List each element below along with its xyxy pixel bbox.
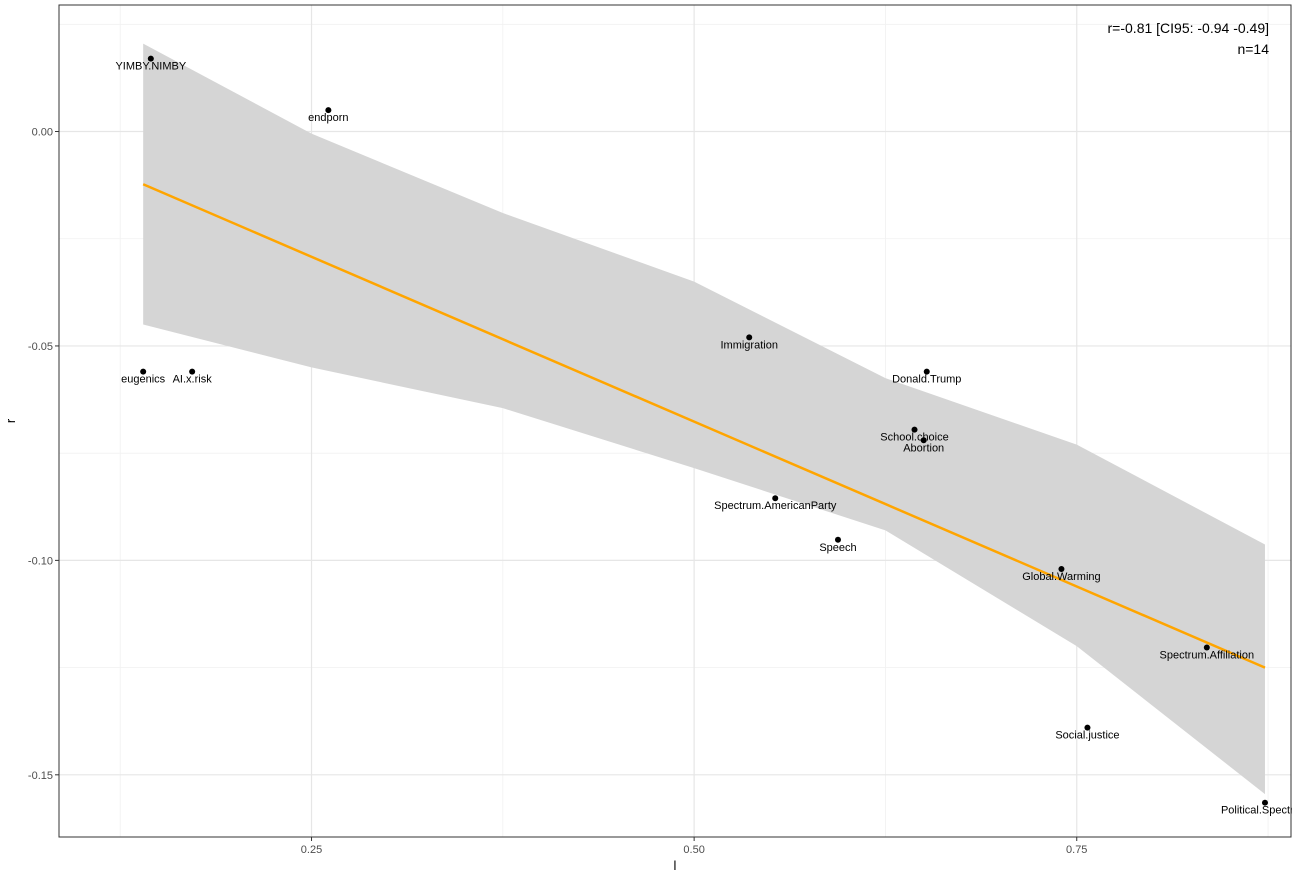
- point-label: endporn: [308, 112, 348, 124]
- data-point: [1058, 565, 1065, 572]
- confidence-band-layer: [143, 43, 1265, 795]
- axes-layer: 0.25 0.50 0.75 0.00 -0.05 -0.10 -0.15: [28, 127, 1088, 856]
- data-point: [920, 437, 927, 444]
- y-axis-title: r: [3, 418, 18, 423]
- confidence-band: [143, 43, 1265, 795]
- point-label: Global.Warming: [1022, 571, 1100, 583]
- x-tick-label: 0.75: [1066, 844, 1087, 856]
- y-tick-label: -0.10: [28, 555, 53, 567]
- x-tick-label: 0.25: [301, 844, 322, 856]
- annotation-n: n=14: [1237, 41, 1269, 57]
- data-point: [189, 368, 196, 375]
- panel-border: [58, 4, 1292, 838]
- y-tick-label: -0.05: [28, 341, 53, 353]
- data-point: [147, 55, 154, 62]
- y-tick-label: 0.00: [32, 127, 53, 139]
- fit-line-layer: [142, 183, 1266, 669]
- annotation-correlation: r=-0.81 [CI95: -0.94 -0.49]: [1108, 20, 1269, 36]
- points-layer: [140, 55, 1268, 806]
- point-label: AI.x.risk: [173, 374, 213, 386]
- data-point: [1084, 724, 1091, 731]
- data-point: [834, 536, 841, 543]
- data-point: [1203, 644, 1210, 651]
- regression-line: [142, 183, 1266, 669]
- data-point: [1261, 799, 1268, 806]
- point-label: Social.justice: [1055, 730, 1119, 742]
- data-point: [325, 107, 332, 114]
- point-label: Immigration: [720, 339, 777, 351]
- point-label: Donald.Trump: [892, 374, 961, 386]
- point-label: Abortion: [903, 442, 944, 454]
- point-label: Spectrum.AmericanParty: [714, 500, 837, 512]
- y-tick-label: -0.15: [28, 770, 53, 782]
- point-label: Political.Spectrum: [1221, 805, 1292, 817]
- point-label: Spectrum.Affiliation: [1160, 649, 1255, 661]
- point-labels-layer: YIMBY.NIMBY endporn eugenics AI.x.risk Immig…: [115, 61, 1292, 817]
- point-label: Speech: [819, 542, 856, 554]
- data-point: [923, 368, 930, 375]
- data-point: [746, 334, 753, 341]
- data-point: [772, 495, 779, 502]
- point-label: YIMBY.NIMBY: [115, 61, 186, 73]
- x-axis-title: l: [674, 858, 677, 873]
- data-point: [911, 426, 918, 433]
- point-label: eugenics: [121, 374, 166, 386]
- data-point: [140, 368, 147, 375]
- x-tick-label: 0.50: [683, 844, 704, 856]
- point-label: School.choice: [880, 432, 949, 444]
